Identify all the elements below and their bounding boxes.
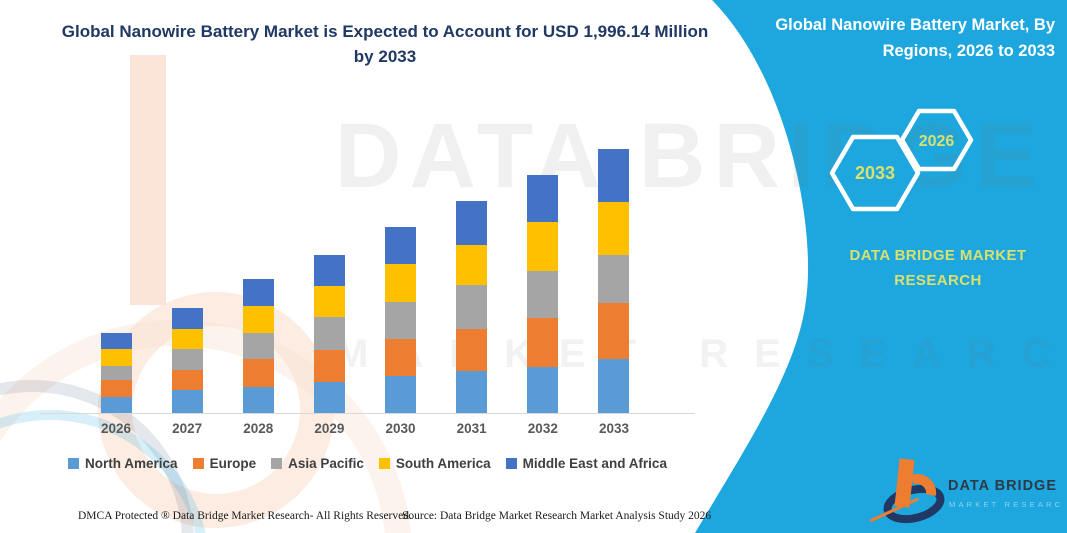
bar-segment-middle-east-and-africa: [385, 227, 417, 265]
brand-text: DATA BRIDGE MARKET RESEARCH: [849, 247, 1027, 289]
bar-segment-asia-pacific: [242, 332, 274, 359]
legend-item-north-america: North America: [68, 456, 178, 471]
legend-label: Europe: [209, 456, 257, 471]
x-axis-label-2027: 2027: [172, 421, 203, 436]
bar-segment-north-america: [100, 397, 132, 413]
bar-segment-asia-pacific: [456, 285, 488, 329]
bar-segment-asia-pacific: [527, 270, 559, 319]
bar-segment-middle-east-and-africa: [527, 174, 559, 222]
legend-label: Middle East and Africa: [522, 456, 667, 471]
stacked-bar-plot: [40, 95, 695, 414]
legend-item-europe: Europe: [192, 456, 257, 471]
bar-segment-north-america: [598, 358, 630, 413]
bar-segment-europe: [527, 318, 559, 367]
bar-segment-asia-pacific: [385, 302, 417, 339]
bar-segment-europe: [456, 328, 488, 371]
stacked-bar-2031: [456, 201, 488, 413]
bar-segment-south-america: [171, 329, 203, 349]
legend-label: South America: [395, 456, 491, 471]
footer-dmca-text: DMCA Protected ® Data Bridge Market Rese…: [78, 510, 412, 522]
bar-segment-south-america: [527, 221, 559, 271]
bar-segment-europe: [385, 338, 417, 377]
x-axis-label-2026: 2026: [100, 421, 132, 436]
stacked-bar-2026: [100, 333, 132, 413]
bar-segment-europe: [598, 303, 630, 359]
data-bridge-logo-icon: [869, 458, 945, 524]
stacked-bar-2032: [527, 174, 559, 413]
bar-segment-north-america: [385, 376, 417, 413]
chart-title: Global Nanowire Battery Market is Expect…: [61, 22, 709, 66]
logo-subtitle: MARKET RESEARCH: [949, 500, 1062, 509]
bar-segment-europe: [313, 350, 345, 382]
bar-segment-middle-east-and-africa: [100, 333, 132, 350]
legend-swatch-icon: [378, 458, 390, 469]
hexagon-2033-label: 2033: [855, 163, 895, 183]
bar-segment-europe: [100, 379, 132, 398]
side-panel-background: [695, 0, 1067, 533]
legend-swatch-icon: [68, 458, 80, 469]
hexagon-2026: 2026: [899, 108, 974, 172]
footer-source-text: Source: Data Bridge Market Research Mark…: [402, 510, 712, 522]
bar-segment-south-america: [456, 244, 488, 286]
stacked-bar-2033: [598, 149, 630, 413]
hexagon-2033: 2033: [829, 134, 921, 212]
stacked-bar-2027: [171, 308, 203, 413]
x-axis-label-2028: 2028: [243, 421, 274, 436]
x-axis-label-2032: 2032: [527, 421, 558, 436]
bar-segment-north-america: [242, 386, 274, 413]
hexagon-2033-outline: [829, 134, 921, 212]
bar-segment-south-america: [242, 305, 274, 333]
bar-segment-europe: [171, 369, 203, 391]
bar-segment-middle-east-and-africa: [456, 201, 488, 245]
logo-title: DATA BRIDGE: [948, 478, 1057, 494]
bar-segment-asia-pacific: [100, 365, 132, 380]
legend-swatch-icon: [271, 458, 283, 469]
legend-swatch-icon: [192, 458, 204, 469]
x-axis-label-2031: 2031: [456, 421, 487, 436]
legend-swatch-icon: [505, 458, 517, 469]
chart-legend: North America Europe Asia Pacific South Ame…: [40, 456, 695, 471]
legend-item-asia-pacific: Asia Pacific: [271, 456, 364, 471]
side-panel-title: Global Nanowire Battery Market, By Regio…: [775, 16, 1055, 61]
hexagon-badges: 2026 2033: [829, 108, 974, 212]
bar-segment-south-america: [598, 201, 630, 255]
stacked-bar-2029: [313, 254, 345, 413]
stacked-bar-2028: [242, 279, 274, 413]
bar-segment-south-america: [385, 264, 417, 303]
bar-segment-middle-east-and-africa: [242, 279, 274, 306]
bar-segment-middle-east-and-africa: [598, 149, 630, 202]
hexagon-2026-label: 2026: [919, 133, 955, 150]
legend-label: North America: [85, 456, 178, 471]
x-axis-label-2033: 2033: [598, 421, 629, 436]
bar-segment-north-america: [456, 370, 488, 413]
legend-item-south-america: South America: [378, 456, 491, 471]
bar-segment-north-america: [171, 390, 203, 413]
bar-segment-europe: [242, 358, 274, 387]
bar-segment-asia-pacific: [598, 254, 630, 304]
hexagon-2026-outline: [899, 108, 974, 172]
legend-item-middle-east-and-africa: Middle East and Africa: [505, 456, 667, 471]
bar-segment-asia-pacific: [313, 316, 345, 351]
bar-segment-north-america: [313, 381, 345, 413]
bar-segment-asia-pacific: [171, 348, 203, 370]
bar-segment-south-america: [313, 286, 345, 317]
x-axis-labels: 2026 2027 2028 2029 2030 2031 2032 2033: [40, 421, 695, 441]
bar-segment-north-america: [527, 366, 559, 413]
x-axis-label-2030: 2030: [385, 421, 416, 436]
bar-segment-middle-east-and-africa: [171, 308, 203, 330]
x-axis-label-2029: 2029: [314, 421, 345, 436]
data-bridge-logo: DATA BRIDGE MARKET RESEARCH: [869, 458, 1062, 524]
bar-segment-south-america: [100, 349, 132, 366]
bar-segment-middle-east-and-africa: [313, 254, 345, 287]
stacked-bar-2030: [385, 227, 417, 413]
legend-label: Asia Pacific: [288, 456, 364, 471]
